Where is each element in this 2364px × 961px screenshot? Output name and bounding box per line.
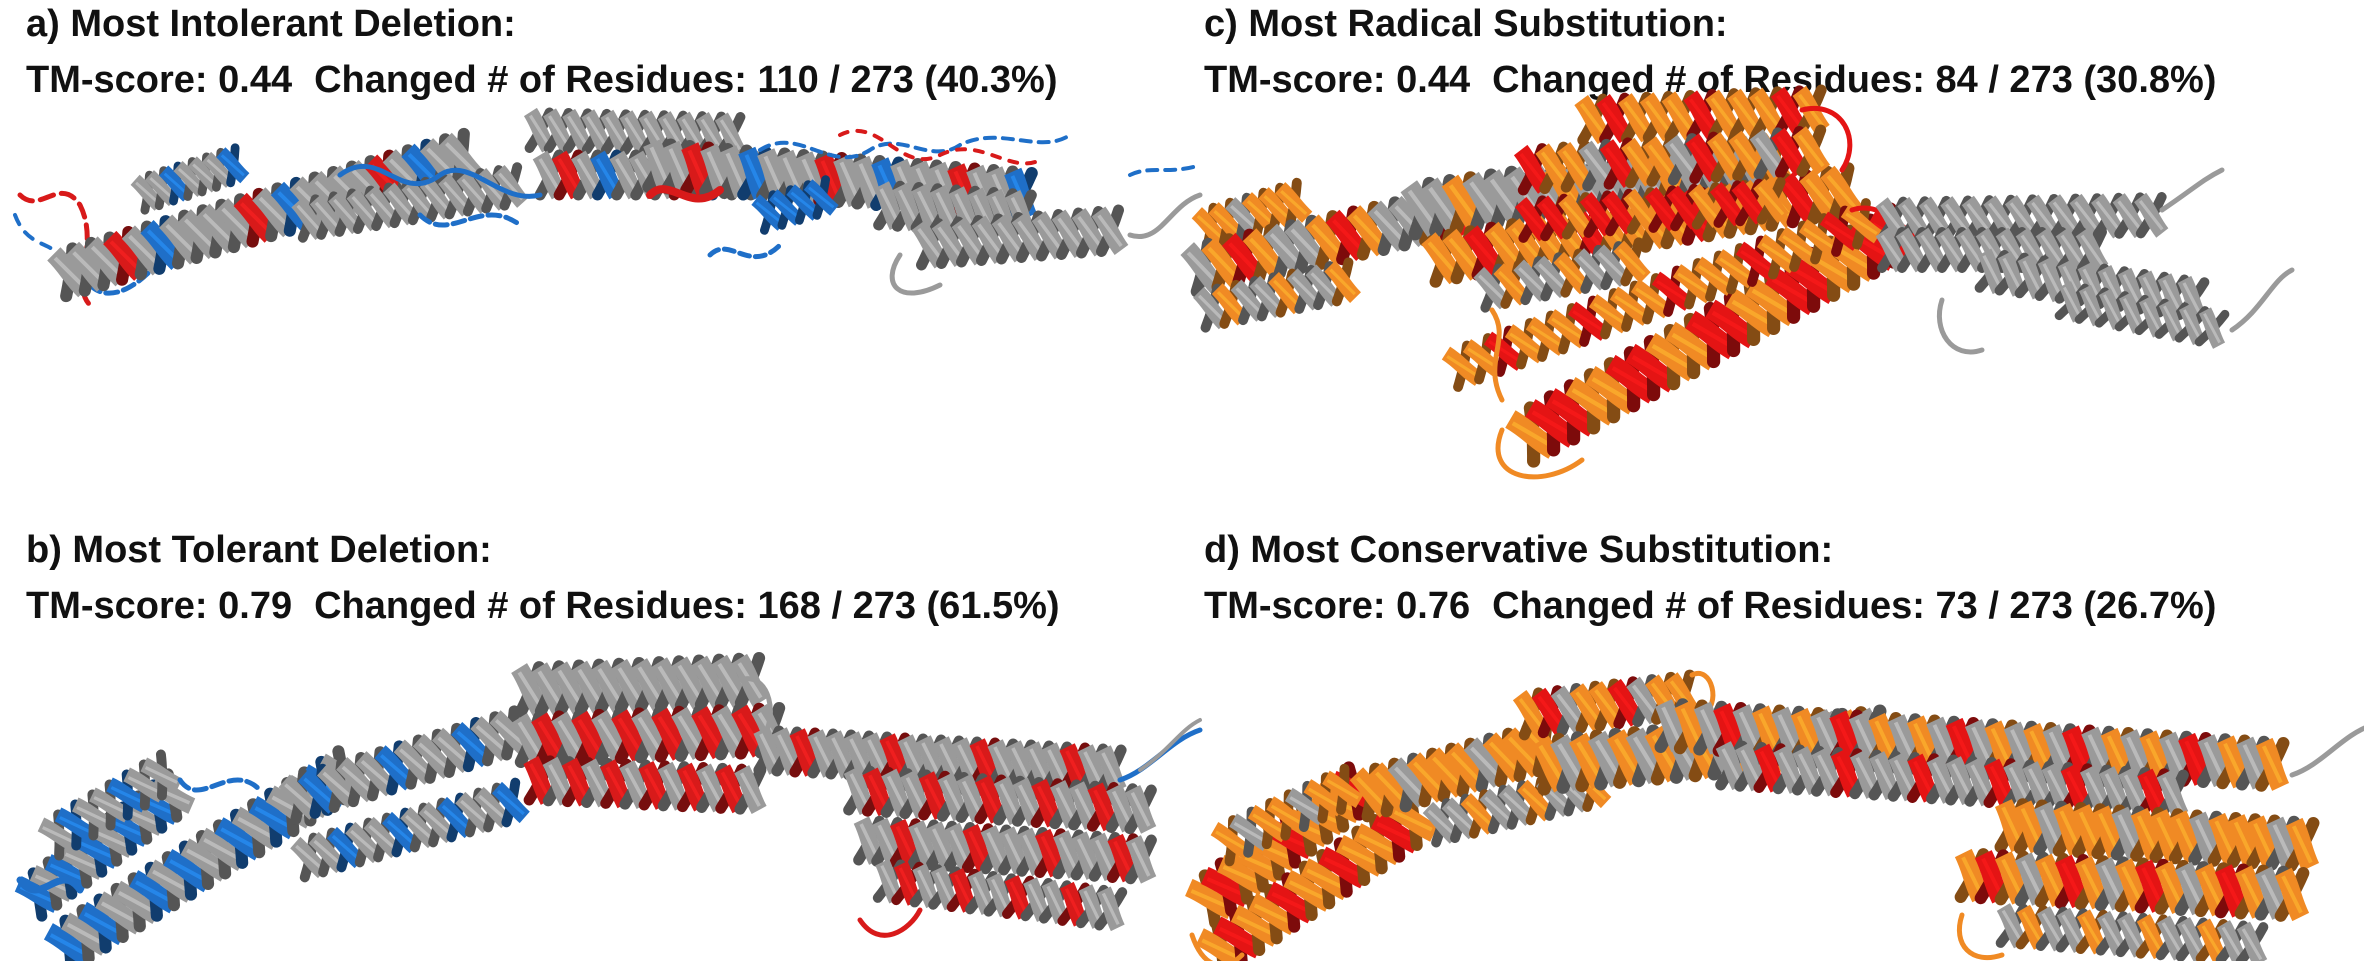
helix-segment <box>523 755 767 815</box>
panel-stats: TM-score: 0.76 Changed # of Residues: 73 … <box>1204 584 2216 628</box>
coil-segment <box>177 777 263 793</box>
coil-segment <box>1936 297 1985 355</box>
coil-segment <box>707 242 783 260</box>
coil-segment <box>1489 307 1505 403</box>
helix-segment <box>130 143 250 215</box>
helix-segment <box>511 701 789 769</box>
panel-title: d) Most Conservative Substitution: <box>1204 529 1834 571</box>
helix-segment <box>1995 903 2269 961</box>
protein-structure-image <box>14 651 1203 961</box>
coil-segment <box>1799 106 1853 173</box>
coil-segment <box>16 876 84 894</box>
helix-segment <box>1994 798 2320 872</box>
panel-stats: TM-score: 0.79 Changed # of Residues: 168… <box>26 584 1060 628</box>
coil-segment <box>838 128 1042 166</box>
helix-segment <box>1512 669 1702 741</box>
helix-segment <box>1954 848 2310 922</box>
helix-segment <box>872 858 1128 932</box>
coil-segment <box>1495 427 1585 480</box>
helix-segment <box>843 765 1157 835</box>
helix-segment <box>751 175 839 235</box>
coil-segment <box>1138 718 1202 772</box>
coil-segment <box>2159 167 2225 213</box>
changed-residues-label: Changed # of Residues: 168 / 273 (61.5%) <box>314 585 1060 627</box>
coil-segment <box>857 907 923 938</box>
helix-segment <box>911 204 1129 271</box>
panel-title: a) Most Intolerant Deletion: <box>26 3 516 45</box>
panel-title: b) Most Tolerant Deletion: <box>26 529 492 571</box>
panel-most-radical-substitution: c) Most Radical Substitution: TM-score: … <box>1180 0 2364 480</box>
helix-segment <box>291 162 529 243</box>
helix-segment <box>1195 790 1439 961</box>
helix-segment <box>853 815 1157 885</box>
helix-segment <box>1513 124 1831 196</box>
coil-segment <box>337 163 543 199</box>
coil-segment <box>1128 163 1202 177</box>
panel-stats: TM-score: 0.44 Changed # of Residues: 110… <box>26 58 1058 102</box>
tm-score-label: TM-score: 0.79 <box>26 585 293 627</box>
coil-segment <box>758 133 1072 160</box>
coil-segment <box>646 185 724 203</box>
tm-score-label: TM-score: 0.76 <box>1204 585 1471 627</box>
helix-segment <box>1441 198 1883 392</box>
helix-segment <box>290 777 530 883</box>
changed-residues-label: Changed # of Residues: 73 / 273 (26.7%) <box>1492 585 2217 627</box>
panel-most-tolerant-deletion: b) Most Tolerant Deletion: TM-score: 0.7… <box>0 480 1203 961</box>
coil-segment <box>13 213 72 277</box>
panel-stats: TM-score: 0.44 Changed # of Residues: 84 … <box>1204 58 2216 102</box>
helix-segment <box>1473 237 1651 313</box>
panel-title: c) Most Radical Substitution: <box>1204 3 1728 45</box>
helix-segment <box>1875 227 2109 273</box>
panel-most-conservative-substitution: d) Most Conservative Substitution: TM-sc… <box>1182 480 2364 961</box>
helix-segment <box>1514 177 1790 243</box>
helix-segment <box>278 705 532 825</box>
coil-segment <box>1189 932 1245 961</box>
coil-segment <box>889 252 943 296</box>
coil-segment <box>417 212 523 228</box>
coil-segment <box>1127 192 1203 240</box>
helix-segment <box>1191 177 1313 253</box>
helix-segment <box>1192 257 1362 333</box>
coil-segment <box>2229 267 2295 333</box>
helix-segment <box>1210 763 1364 867</box>
changed-residues-label: Changed # of Residues: 110 / 273 (40.3%) <box>314 59 1058 101</box>
changed-residues-label: Changed # of Residues: 84 / 273 (30.8%) <box>1492 59 2217 101</box>
coil-segment <box>1956 912 2005 961</box>
protein-structure-image <box>13 107 1203 308</box>
coil-segment <box>2289 725 2364 778</box>
tm-score-label: TM-score: 0.44 <box>1204 59 1471 101</box>
protein-structure-image <box>1184 669 2364 961</box>
panel-most-intolerant-deletion: a) Most Intolerant Deletion: TM-score: 0… <box>0 0 1203 480</box>
helix-segment <box>2054 281 2230 349</box>
helix-segment <box>37 749 183 861</box>
protein-structure-image <box>1180 84 2295 480</box>
helix-segment <box>511 651 769 719</box>
tm-score-label: TM-score: 0.44 <box>26 59 293 101</box>
